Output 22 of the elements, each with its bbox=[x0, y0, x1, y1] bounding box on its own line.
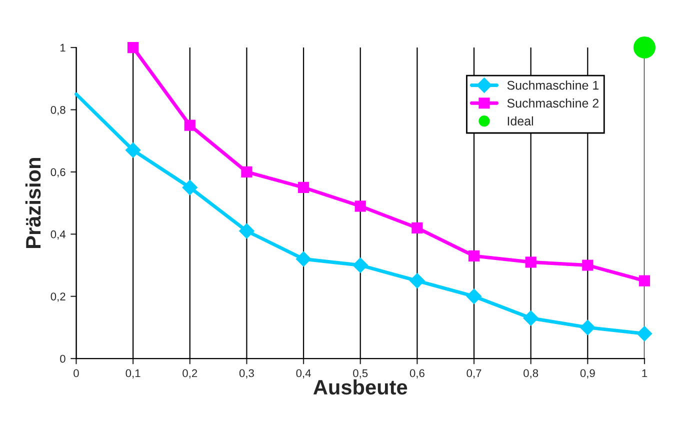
y-tick-label: 1 bbox=[60, 44, 66, 52]
x-tick-label: 0,9 bbox=[580, 369, 595, 378]
x-tick-label: 0,2 bbox=[182, 369, 198, 378]
x-tick-label: 0,5 bbox=[353, 369, 368, 378]
y-tick-label: 0,2 bbox=[50, 292, 66, 302]
legend-label: Suchmaschine 2 bbox=[507, 98, 599, 108]
x-tick-label: 0,3 bbox=[239, 369, 254, 378]
y-tick-label: 0 bbox=[60, 354, 66, 363]
x-tick-label: 0,6 bbox=[410, 369, 424, 378]
x-axis-title: Ausbeute bbox=[313, 379, 408, 395]
legend-label: Suchmaschine 1 bbox=[507, 80, 599, 90]
y-tick-label: 0,4 bbox=[50, 230, 66, 240]
y-tick-label: 0,8 bbox=[50, 106, 66, 116]
y-axis-title: Präzision bbox=[25, 158, 41, 248]
y-tick-label: 0,6 bbox=[50, 168, 66, 178]
x-tick-label: 0,1 bbox=[126, 369, 140, 378]
x-tick-label: 0,8 bbox=[524, 369, 538, 378]
x-tick-label: 0 bbox=[74, 369, 79, 378]
x-tick-label: 0,4 bbox=[296, 369, 311, 378]
legend-label: Ideal bbox=[508, 116, 534, 126]
x-tick-label: 1 bbox=[642, 369, 648, 378]
x-tick-label: 0,7 bbox=[466, 369, 482, 378]
